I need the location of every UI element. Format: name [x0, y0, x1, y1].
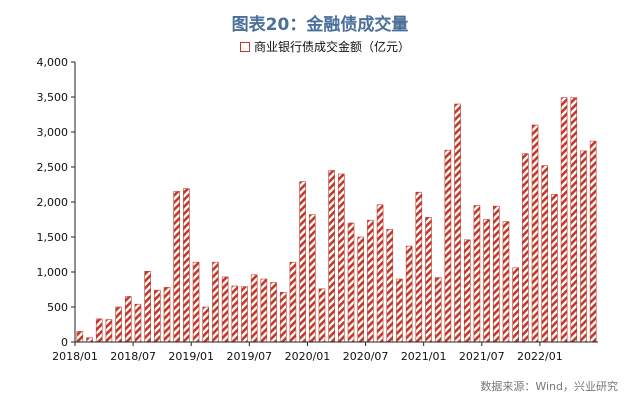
bar-51: [570, 97, 578, 343]
bar-26: [328, 170, 335, 343]
bar-36: [425, 217, 432, 343]
bar-1: [86, 337, 93, 343]
y-tick-label: 4,000: [37, 56, 69, 69]
bar-4: [115, 306, 122, 343]
bar-38: [444, 149, 452, 343]
x-tick-label: 2018/07: [110, 350, 156, 363]
bar-34: [405, 245, 413, 343]
bar-43: [492, 205, 500, 343]
bar-53: [589, 140, 597, 343]
y-tick-label: 3,500: [37, 91, 69, 104]
bar-19: [260, 278, 268, 343]
bar-50: [560, 97, 568, 343]
bar-39: [454, 103, 461, 343]
bar-49: [551, 194, 558, 343]
bar-20: [270, 282, 277, 343]
x-tick-label: 2020/01: [285, 350, 331, 363]
x-tick-label: 2019/07: [226, 350, 272, 363]
bar-44: [502, 221, 510, 343]
bar-33: [396, 278, 403, 343]
bar-47: [531, 124, 539, 343]
bar-2: [95, 318, 103, 343]
x-tick-label: 2019/01: [168, 350, 214, 363]
bar-13: [202, 306, 210, 343]
bar-45: [512, 267, 519, 343]
bar-35: [415, 191, 423, 343]
bar-28: [347, 222, 355, 343]
source-note: 数据来源：Wind，兴业研究: [480, 380, 618, 393]
legend-label: 商业银行债成交金额（亿元）: [254, 40, 411, 54]
bar-18: [250, 274, 258, 343]
bar-0: [76, 331, 84, 343]
x-tick-label: 2021/01: [401, 350, 447, 363]
x-tick-label: 2021/07: [459, 350, 505, 363]
bar-10: [173, 191, 180, 343]
bar-23: [299, 181, 306, 343]
bar-24: [308, 214, 316, 343]
bar-29: [357, 236, 365, 343]
bar-41: [473, 205, 481, 343]
bar-14: [212, 261, 219, 343]
bar-21: [279, 291, 287, 343]
bar-5: [124, 296, 132, 343]
bar-12: [192, 261, 200, 343]
chart-title: 图表20：金融债成交量: [231, 15, 409, 35]
bar-6: [134, 303, 142, 343]
bar-32: [386, 229, 394, 343]
y-tick-label: 1,500: [37, 231, 69, 244]
bar-31: [376, 204, 384, 343]
bar-17: [241, 286, 248, 343]
bar-7: [144, 270, 151, 343]
x-tick-label: 2020/07: [343, 350, 389, 363]
bar-16: [231, 285, 239, 343]
bar-8: [154, 289, 161, 343]
bar-27: [338, 173, 345, 343]
bar-52: [580, 150, 587, 343]
y-tick-label: 0: [61, 336, 68, 349]
y-tick-label: 500: [47, 301, 68, 314]
bar-3: [105, 319, 113, 343]
legend: 商业银行债成交金额（亿元）: [240, 38, 410, 55]
y-tick-label: 2,500: [37, 161, 69, 174]
bar-15: [221, 276, 229, 343]
bar-30: [367, 219, 374, 343]
bar-22: [289, 261, 297, 343]
bar-25: [318, 288, 326, 343]
bar-40: [463, 239, 471, 343]
bar-42: [483, 219, 490, 343]
bar-48: [541, 165, 549, 343]
bar-9: [163, 287, 171, 343]
legend-swatch: [240, 41, 250, 52]
x-tick-label: 2022/01: [517, 350, 563, 363]
y-tick-label: 1,000: [37, 266, 69, 279]
y-tick-label: 2,000: [37, 196, 69, 209]
bar-37: [434, 277, 442, 343]
bar-46: [522, 153, 529, 343]
y-tick-label: 3,000: [37, 126, 69, 139]
x-tick-label: 2018/01: [52, 350, 98, 363]
bar-11: [183, 188, 190, 343]
